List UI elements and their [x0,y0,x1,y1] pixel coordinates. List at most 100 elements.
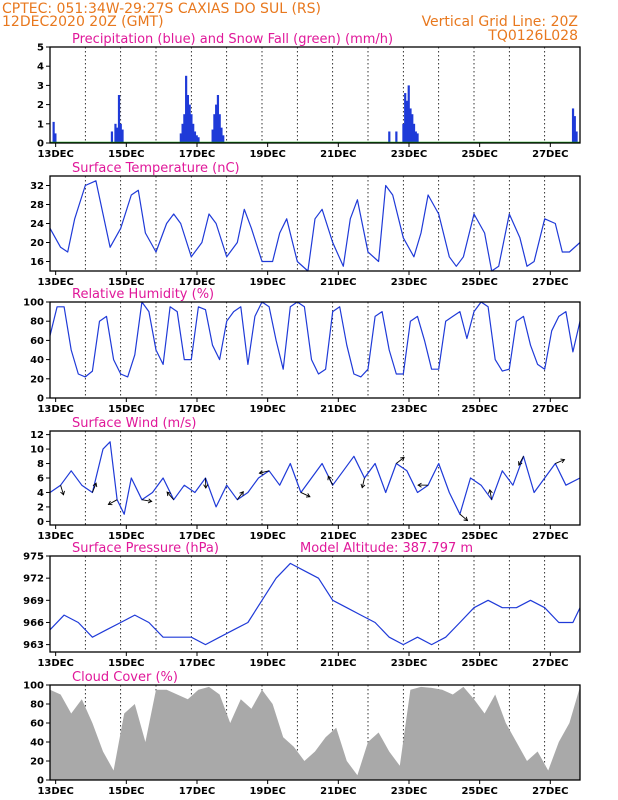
y-tick-label: 28 [30,200,44,211]
y-tick-label: 60 [30,719,44,730]
x-tick-label: 25DEC [461,149,497,160]
x-tick-label: 17DEC [179,786,215,797]
x-tick-label: 13DEC [37,531,73,542]
precip-bar [211,129,214,143]
y-tick-label: 12 [30,430,44,441]
x-tick-label: 25DEC [461,277,497,288]
y-tick-label: 20 [30,238,44,249]
x-tick-label: 23DEC [391,531,427,542]
wind-arrow [361,477,365,488]
y-tick-label: 100 [23,298,44,309]
precip-bar [119,123,122,143]
y-tick-label: 966 [23,618,44,629]
panel-frame [49,555,581,653]
x-tick-label: 17DEC [179,658,215,669]
wind-arrow [300,492,311,498]
panel-title: Surface Pressure (hPa) [72,541,219,556]
panel-title: Precipitation (blue) and Snow Fall (gree… [72,32,393,47]
y-tick-label: 0 [37,139,44,150]
precip-bar [54,133,57,143]
wind-arrow-head [560,458,566,464]
x-tick-label: 21DEC [320,404,356,415]
wind-arrow [518,456,524,466]
wind-arrow [91,483,97,493]
temperature-panel: Surface Temperature (nC) 16 20 24 28 32 13DEC 1… [30,161,581,288]
y-tick-label: 5 [37,43,44,54]
series-line [49,301,581,378]
precip-bar [193,131,197,143]
precip-bar [114,123,117,143]
x-tick-label: 27DEC [532,658,568,669]
y-tick-label: 40 [30,738,44,749]
precip-bar [395,131,398,143]
x-tick-label: 25DEC [461,531,497,542]
panel-title: Relative Humidity (%) [72,287,214,302]
precip-bar [190,114,193,143]
x-tick-label: 21DEC [320,277,356,288]
wind-arrow [141,499,152,502]
wind-arrow [459,513,468,521]
y-tick-label: 60 [30,336,44,347]
x-tick-label: 23DEC [391,658,427,669]
panel-frame [49,684,581,781]
x-tick-label: 13DEC [37,149,73,160]
header-station: CPTEC: 051:34W-29:27S CAXIAS DO SUL (RS) [2,1,321,17]
wind-arrow-head [258,470,264,475]
wind-panel: Surface Wind (m/s) 0 2 4 6 8 10 12 13DEC 15DEC 17D… [30,416,581,542]
wind-arrow-head [147,498,153,504]
precip-bar [407,85,410,143]
y-tick-label: 80 [30,700,44,711]
wind-arrow [259,470,270,474]
y-tick-label: 1 [37,119,44,130]
precip-bar [216,95,220,143]
wind-arrow-head [305,493,311,498]
x-tick-label: 23DEC [391,786,427,797]
precip-bar [188,104,191,143]
x-tick-label: 21DEC [320,658,356,669]
x-tick-label: 17DEC [179,531,215,542]
wind-arrow-head [327,475,332,481]
x-tick-label: 13DEC [37,658,73,669]
x-tick-label: 25DEC [461,404,497,415]
x-tick-label: 13DEC [37,786,73,797]
precip-bar [181,123,184,143]
wind-arrow [489,489,493,500]
x-tick-label: 27DEC [532,531,568,542]
panel-title: Surface Wind (m/s) [72,416,196,431]
precip-bar [185,75,188,143]
y-tick-label: 40 [30,355,44,366]
wind-arrow [236,491,244,500]
precip-bar [218,114,221,143]
y-tick-label: 10 [30,445,44,456]
wind-arrow [555,459,565,464]
x-tick-label: 19DEC [249,531,285,542]
y-tick-label: 6 [37,474,44,485]
wind-arrow [395,457,405,464]
x-tick-label: 19DEC [249,277,285,288]
precip-bar [404,93,407,143]
y-tick-label: 20 [30,757,44,768]
wind-arrow [108,499,118,505]
header-model-id: TQ0126L028 [487,28,578,44]
wind-arrow-head [203,484,209,489]
precip-bar [416,133,419,143]
x-tick-label: 15DEC [108,277,144,288]
model-altitude-label: Model Altitude: 387.797 m [300,541,473,556]
precip-bar [402,123,405,143]
precip-bar [110,131,114,143]
header-date: 12DEC2020 20Z (GMT) [2,14,164,30]
panel-title: Surface Temperature (nC) [72,161,240,176]
y-tick-label: 0 [37,776,44,787]
y-tick-label: 24 [30,219,44,230]
x-tick-label: 17DEC [179,277,215,288]
x-tick-label: 27DEC [532,277,568,288]
wind-arrow-head [400,456,405,462]
y-tick-label: 100 [23,681,44,692]
wind-arrow-head [518,461,523,466]
x-tick-label: 23DEC [391,277,427,288]
y-tick-label: 2 [37,502,44,513]
precip-bar [186,95,189,143]
x-tick-label: 27DEC [532,786,568,797]
precip-bar [213,114,216,143]
